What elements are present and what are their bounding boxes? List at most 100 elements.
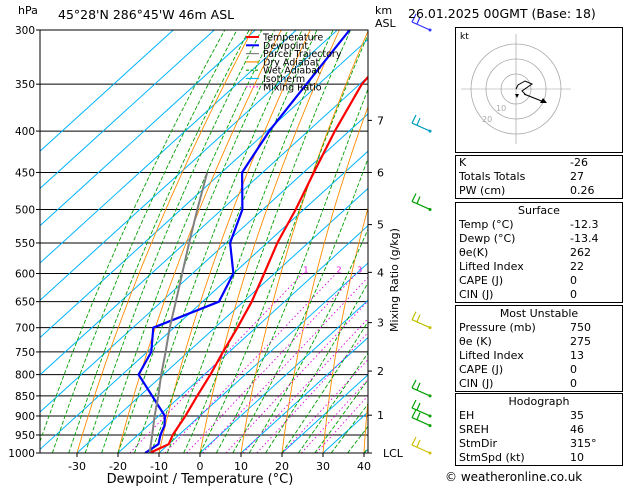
dry-adiabat: [322, 206, 368, 453]
temp-tick-label: 10: [234, 460, 248, 473]
wet-adiabat: [199, 33, 368, 453]
pressure-tick-label: 400: [15, 126, 35, 138]
table-row: Totals Totals 27: [456, 170, 622, 184]
row-value: -13.4: [570, 232, 599, 245]
profiles: [137, 30, 368, 453]
wet-adiabat: [215, 87, 368, 453]
dry-adiabat: [117, 30, 282, 453]
hodograph-ring-label: 10: [496, 104, 506, 113]
most-unstable-title: Most Unstable: [499, 307, 579, 320]
pressure-tick-label: 1000: [8, 448, 35, 460]
dry-adiabat: [199, 30, 340, 453]
mixing-ratio-line: [256, 331, 368, 453]
table-row: CAPE (J) 0: [456, 363, 622, 377]
row-value: 35: [570, 409, 584, 422]
row-value: 46: [570, 423, 584, 436]
footer: © weatheronline.co.uk: [445, 470, 582, 484]
indices-table: K -26 Totals Totals 27 PW (cm) 0.26: [455, 155, 623, 199]
mixing-ratio-line: [242, 317, 368, 453]
height-tick-label: 7: [377, 114, 384, 127]
pressure-tick-label: 650: [15, 297, 35, 309]
table-row: CIN (J) 0: [456, 377, 622, 391]
mixing-ratio-line: [129, 273, 304, 453]
table-row: SREH 46: [456, 423, 622, 437]
table-row: Pressure (mb) 750: [456, 321, 622, 335]
row-label: Pressure (mb): [459, 321, 536, 334]
row-value: 0.26: [570, 184, 595, 197]
height-tick-label: 2: [377, 365, 384, 378]
wind-barb-icon: [411, 114, 432, 133]
x-axis-title: Dewpoint / Temperature (°C): [107, 472, 294, 486]
wet-adiabat: [248, 228, 368, 453]
row-value: 750: [570, 321, 591, 334]
pressure-tick-label: 550: [15, 238, 35, 250]
temp-tick-label: 40: [357, 460, 371, 473]
legend-label: Dewpoint: [263, 41, 308, 52]
table-row: Lifted Index 22: [456, 260, 622, 274]
footer-copyright: © weatheronline.co.uk: [445, 470, 583, 484]
wet-adiabat: [84, 30, 263, 453]
isotherm-line: [158, 262, 368, 453]
hodograph-table: Hodograph EH 35 SREH 46 StmDir 315° StmSpd (kt…: [455, 393, 623, 466]
forecast-date: 26.01.2025 00GMT (Base: 18): [408, 6, 596, 21]
row-label: K: [459, 156, 467, 169]
row-label: Lifted Index: [459, 349, 524, 362]
most-unstable-table: Most Unstable Pressure (mb) 750 θe (K) 275 L…: [455, 305, 623, 392]
wet-adiabat: [265, 281, 368, 453]
isotherm-line: [40, 30, 215, 190]
wind-barb-icon: [411, 379, 432, 398]
isotherm-line: [40, 30, 297, 264]
height-tick-label: LCL: [383, 447, 404, 460]
row-value: 275: [570, 335, 591, 348]
table-row: Dewp (°C) -13.4: [456, 232, 622, 246]
pressure-tick-label: 800: [15, 370, 35, 382]
legend-label: Temperature: [262, 33, 323, 44]
legend-label: Dry Adiabat: [263, 57, 320, 68]
hodograph-unit-label: kt: [460, 32, 469, 42]
hodograph-plot: kt 10 20: [460, 32, 571, 144]
mixing-ratio-line: [315, 395, 368, 453]
row-label: θe (K): [459, 335, 492, 348]
row-value: 315°: [570, 437, 597, 450]
surface-title: Surface: [518, 204, 560, 217]
axes: 3003504004505005506006507007508008509009…: [8, 25, 404, 473]
storm-motion-marker: [515, 94, 519, 98]
row-label: PW (cm): [459, 184, 506, 197]
wet-adiabat: [150, 30, 318, 453]
mixing-ratio-line: [202, 276, 368, 453]
wet-adiabat: [51, 30, 238, 453]
mixing-ratio-label: 8: [410, 266, 415, 275]
mixing-ratio-line: [282, 358, 368, 453]
wind-barb-icon: [411, 311, 432, 330]
pressure-tick-label: 700: [15, 323, 35, 335]
legend-label: Isotherm: [263, 74, 305, 85]
surface-table: Surface Temp (°C) -12.3 Dewp (°C) -13.4 θe(K…: [455, 202, 623, 303]
row-value: -26: [570, 156, 588, 169]
row-value: 0: [570, 288, 577, 301]
row-label: SREH: [459, 423, 489, 436]
mixing-ratio-label: 15: [445, 266, 455, 275]
isotherm-line: [40, 30, 338, 301]
pressure-tick-label: 950: [15, 430, 35, 442]
row-value: 262: [570, 246, 591, 259]
isotherm-line: [40, 30, 174, 152]
row-label: StmDir: [459, 437, 498, 450]
table-row: StmDir 315°: [456, 437, 622, 451]
legend-label: Parcel Trajectory: [263, 49, 342, 60]
mixing-ratio-line: [301, 378, 368, 453]
temp-tick-label: -10: [150, 460, 168, 473]
height-tick-label: 1: [377, 409, 384, 422]
table-row: StmSpd (kt) 10: [456, 451, 622, 465]
isotherm-line: [199, 299, 368, 453]
row-label: Totals Totals: [459, 170, 526, 183]
wet-adiabat: [68, 30, 250, 453]
pressure-tick-label: 500: [15, 204, 35, 216]
pressure-tick-label: 600: [15, 269, 35, 281]
temp-tick-label: 20: [275, 460, 289, 473]
table-row: Temp (°C) -12.3: [456, 218, 622, 232]
plot-frame: [39, 29, 369, 454]
temp-tick-label: -30: [68, 460, 86, 473]
isotherm-line: [40, 38, 368, 339]
